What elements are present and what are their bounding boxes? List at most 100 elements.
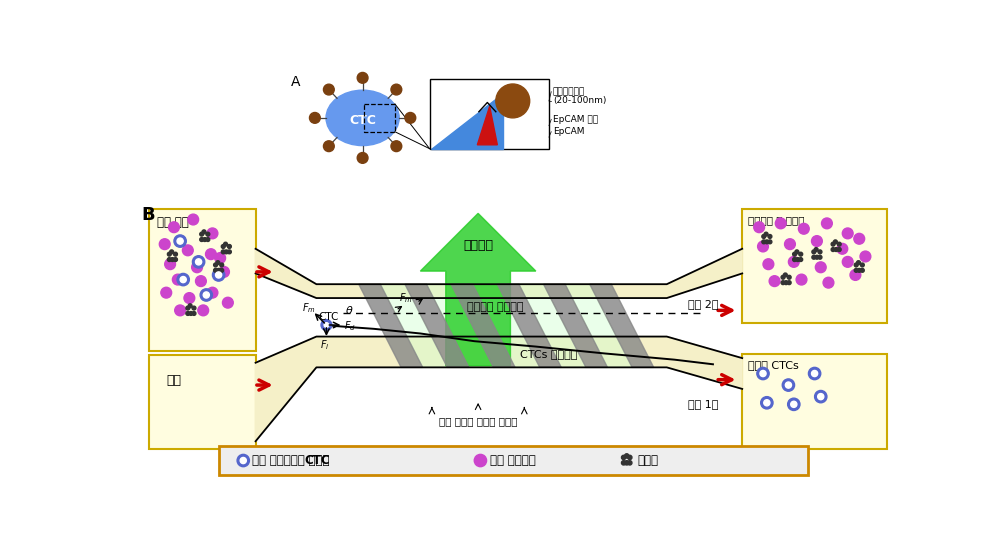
- Text: $F_l$: $F_l$: [321, 338, 330, 352]
- Bar: [742, 209, 887, 323]
- Circle shape: [321, 319, 332, 330]
- Polygon shape: [256, 336, 742, 441]
- Circle shape: [765, 232, 768, 236]
- Circle shape: [855, 263, 858, 267]
- Bar: [430, 79, 549, 149]
- Polygon shape: [359, 284, 423, 367]
- Text: CTC: CTC: [349, 114, 376, 127]
- Circle shape: [788, 275, 792, 279]
- Circle shape: [219, 269, 223, 272]
- Text: CTC: CTC: [305, 454, 331, 467]
- Text: EpCAM: EpCAM: [553, 127, 584, 136]
- Circle shape: [786, 382, 792, 388]
- Circle shape: [213, 263, 217, 267]
- Circle shape: [850, 270, 861, 280]
- Text: $F_m$: $F_m$: [302, 301, 316, 315]
- Circle shape: [195, 259, 201, 265]
- Circle shape: [788, 398, 800, 411]
- Circle shape: [391, 84, 402, 95]
- Circle shape: [186, 312, 189, 316]
- Circle shape: [358, 73, 368, 83]
- Circle shape: [216, 269, 220, 272]
- Bar: [149, 355, 256, 449]
- Circle shape: [215, 260, 219, 265]
- Circle shape: [838, 248, 841, 252]
- Polygon shape: [256, 249, 742, 298]
- Circle shape: [765, 240, 769, 244]
- Circle shape: [186, 306, 189, 310]
- Circle shape: [215, 272, 221, 278]
- Circle shape: [843, 228, 853, 239]
- Circle shape: [785, 281, 788, 284]
- Polygon shape: [519, 284, 586, 367]
- Circle shape: [218, 266, 229, 277]
- Circle shape: [799, 252, 803, 256]
- Circle shape: [815, 390, 827, 403]
- Circle shape: [624, 454, 629, 458]
- Circle shape: [788, 281, 792, 284]
- Circle shape: [783, 379, 795, 391]
- Circle shape: [793, 252, 797, 256]
- Circle shape: [815, 256, 819, 259]
- Polygon shape: [431, 93, 503, 149]
- Circle shape: [823, 277, 834, 288]
- Circle shape: [837, 244, 848, 254]
- Circle shape: [768, 235, 772, 239]
- Circle shape: [762, 240, 766, 244]
- Circle shape: [205, 249, 216, 259]
- Circle shape: [785, 239, 796, 250]
- Circle shape: [799, 258, 803, 262]
- Circle shape: [164, 259, 175, 270]
- Text: 분리된 CTCs: 분리된 CTCs: [748, 360, 800, 370]
- Circle shape: [177, 274, 189, 286]
- Circle shape: [815, 248, 818, 252]
- Text: 자성나노입자: 자성나노입자: [553, 87, 585, 96]
- Circle shape: [173, 258, 177, 262]
- Circle shape: [758, 241, 769, 252]
- Circle shape: [214, 253, 225, 263]
- Circle shape: [324, 84, 335, 95]
- Circle shape: [812, 236, 823, 246]
- Circle shape: [188, 304, 192, 308]
- Circle shape: [812, 250, 816, 254]
- Polygon shape: [427, 284, 494, 367]
- Circle shape: [405, 112, 416, 123]
- Circle shape: [818, 250, 822, 254]
- Circle shape: [199, 238, 203, 241]
- Circle shape: [167, 252, 171, 256]
- Polygon shape: [590, 284, 653, 367]
- Text: 잠류물: 잠류물: [637, 454, 658, 467]
- Circle shape: [219, 263, 223, 267]
- Circle shape: [474, 454, 487, 467]
- Text: $F_m$: $F_m$: [399, 291, 413, 305]
- Circle shape: [180, 276, 186, 283]
- Circle shape: [861, 269, 865, 272]
- Circle shape: [212, 269, 224, 281]
- Circle shape: [621, 455, 626, 460]
- Circle shape: [203, 292, 209, 298]
- Circle shape: [812, 370, 818, 377]
- Polygon shape: [473, 284, 540, 367]
- Circle shape: [757, 367, 770, 379]
- Circle shape: [763, 259, 774, 270]
- Circle shape: [167, 258, 171, 262]
- Circle shape: [187, 214, 198, 225]
- Circle shape: [184, 293, 194, 304]
- Circle shape: [222, 297, 233, 308]
- Circle shape: [221, 245, 225, 248]
- Circle shape: [207, 228, 217, 239]
- Circle shape: [627, 461, 632, 465]
- Circle shape: [796, 258, 800, 262]
- Circle shape: [227, 245, 231, 248]
- Circle shape: [182, 245, 193, 256]
- Circle shape: [174, 235, 186, 247]
- Text: 외부자장: 외부자장: [463, 239, 493, 252]
- Ellipse shape: [326, 90, 399, 146]
- Circle shape: [762, 235, 766, 239]
- Circle shape: [240, 458, 246, 464]
- Circle shape: [857, 260, 861, 265]
- Circle shape: [838, 242, 841, 246]
- Polygon shape: [477, 106, 497, 145]
- Bar: [742, 353, 887, 449]
- Polygon shape: [565, 284, 632, 367]
